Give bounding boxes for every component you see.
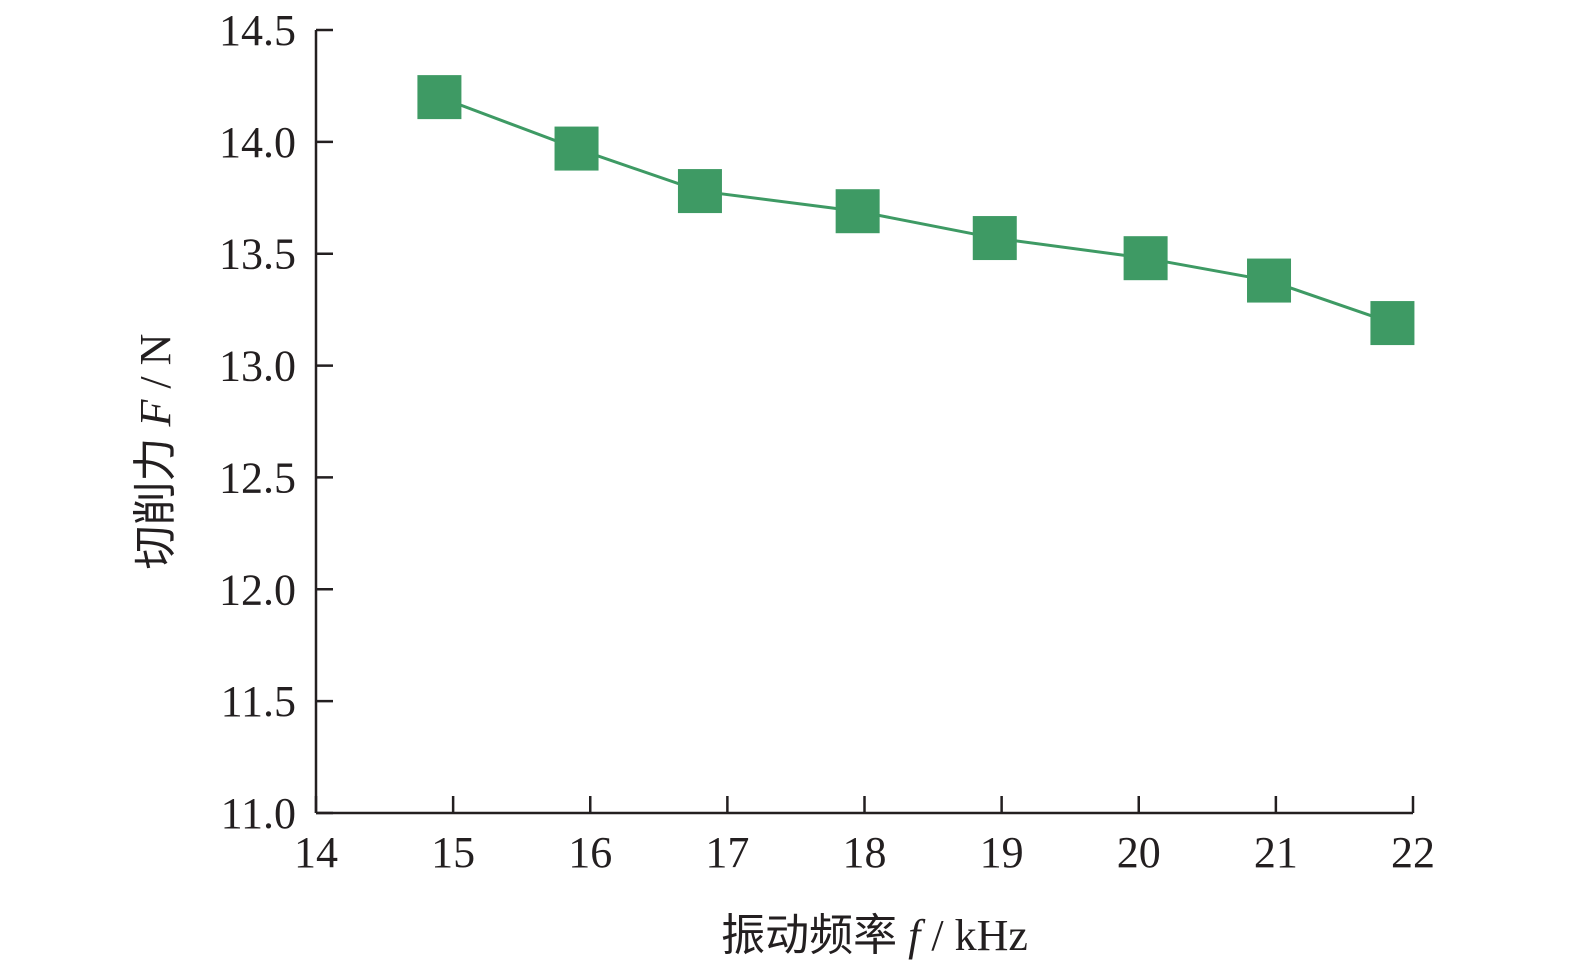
data-point-marker (1123, 236, 1168, 281)
y-tick-label: 11.5 (221, 677, 296, 726)
axis-title-unit: / kHz (920, 911, 1028, 960)
y-tick-label: 11.0 (221, 789, 296, 838)
x-tick-label: 17 (705, 828, 749, 877)
y-tick-label: 13.0 (219, 342, 296, 391)
y-tick-label: 14.0 (219, 118, 296, 167)
x-tick-label: 19 (980, 828, 1024, 877)
axis-title-variable: F (131, 398, 180, 427)
axis-title-prefix: 切削力 (131, 426, 180, 569)
y-tick-label: 14.5 (219, 6, 296, 55)
y-tick-label: 13.5 (219, 230, 296, 279)
x-axis-title: 振动频率 f / kHz (721, 911, 1028, 960)
x-tick-label: 16 (568, 828, 612, 877)
data-point-marker (417, 75, 462, 120)
data-point-marker (835, 189, 880, 234)
x-tick-label: 20 (1117, 828, 1161, 877)
x-tick-label: 14 (294, 828, 338, 877)
x-tick-label: 21 (1254, 828, 1298, 877)
x-tick-label: 18 (843, 828, 887, 877)
data-point-marker (677, 169, 722, 214)
axis-title-unit: / N (131, 334, 180, 400)
y-axis-title: 切削力 F / N (131, 334, 180, 570)
data-point-marker (1370, 301, 1415, 346)
axis-title-prefix: 振动频率 (721, 911, 908, 960)
axes (314, 30, 1413, 815)
data-point-marker (554, 126, 599, 171)
data-point-marker (972, 216, 1017, 261)
ticks: 11.0 11.5 12.0 12.5 13.0 13.5 14.0 14.5 14 15 16 17… (219, 6, 1435, 877)
y-tick-label: 12.0 (219, 565, 296, 614)
series (417, 75, 1415, 346)
x-tick-label: 15 (431, 828, 475, 877)
x-tick-label: 22 (1391, 828, 1435, 877)
data-point-marker (1247, 258, 1292, 303)
y-tick-label: 12.5 (219, 453, 296, 502)
